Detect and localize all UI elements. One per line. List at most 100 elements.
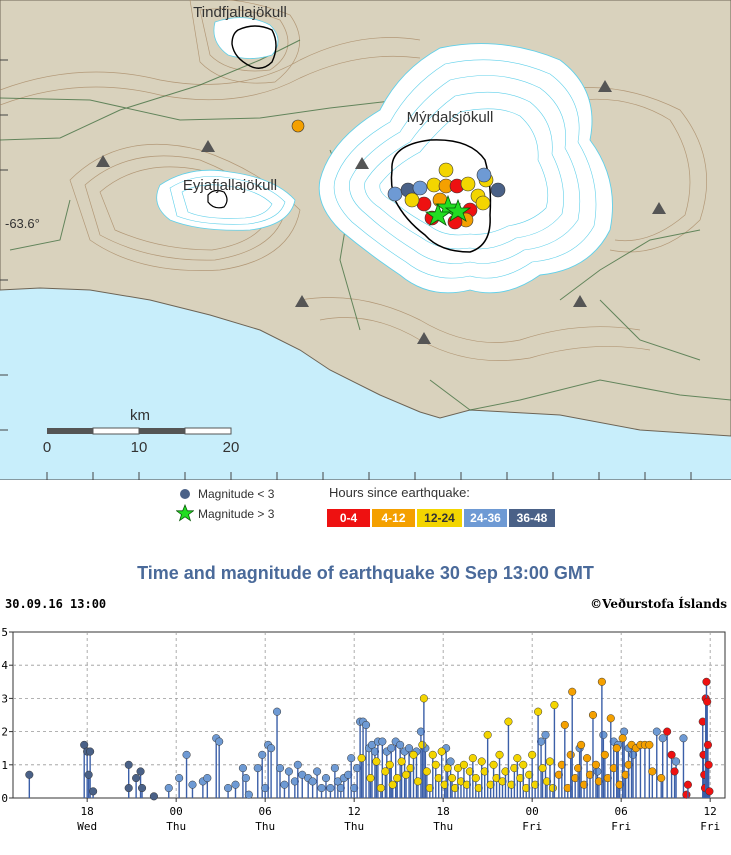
quake-point [542,777,552,786]
label-myrdalsjokull: Mýrdalsjökull [407,109,494,126]
quake-point [459,760,468,769]
earthquake-map: Tindfjallajökull Mýrdalsjökull Eyjafjall… [0,0,731,480]
quake-point [600,750,609,759]
quake-point [261,783,270,793]
x-tick-label-hour: 00 [170,805,183,818]
quake-point [224,783,233,793]
quake-point [425,783,434,793]
quake-point [468,754,477,763]
x-tick-label-hour: 12 [704,805,717,818]
quake-point [422,767,431,776]
label-tindfjallajokull: Tindfjallajökull [193,4,287,21]
quake-point [618,734,627,743]
x-tick-label-day: Thu [344,820,364,833]
quake-point [554,770,563,779]
quake-point [244,790,253,799]
quake-point [624,760,633,769]
quake-point [132,774,141,783]
quake-point [667,750,676,759]
quake-point [574,764,583,773]
caldera-eyja [207,189,228,209]
x-tick-label-day: Thu [255,820,275,833]
quake-point [609,764,618,773]
quake-point [275,764,285,773]
quake-point [361,720,371,730]
quake-point [406,764,415,773]
quake-point [370,747,379,756]
quake-point [448,774,457,783]
quake-point [440,780,449,789]
quake-point [612,744,621,753]
large-magnitude-star-icon [176,504,194,522]
quake-point [588,710,598,720]
quake-point [683,780,692,789]
quake-point [366,774,375,783]
quake-point [86,747,95,756]
copyright: ©Veðurstofa Íslands [590,597,727,611]
glacier-myrdalsjokull [318,43,613,294]
quake-point [599,730,608,739]
quake-point [450,783,460,793]
quake-point [483,730,492,739]
magnitude-time-chart: 01234518Wed00Thu06Thu12Thu18Thu00Fri06Fr… [1,626,726,833]
x-tick-label-hour: 06 [615,805,628,818]
map-frame-ticks [0,59,731,480]
eyja-contours [169,176,286,225]
quake-point [203,774,212,783]
x-tick-label-day: Fri [522,820,542,833]
quake-point [416,727,425,736]
hours-0-4: 0-4 [327,509,370,527]
quake-point [591,760,601,769]
quake-point [528,750,537,759]
y-tick-label: 4 [1,659,8,672]
quake-point [372,757,381,766]
chart-title: Time and magnitude of earthquake 30 Sep … [137,563,594,583]
station-markers [96,80,666,344]
quake-point [409,750,418,759]
quake-point [462,780,471,789]
quake-point [443,764,452,773]
y-tick-label: 3 [1,692,8,705]
glacier-tindfjallajokull [213,17,279,59]
quake-point [321,774,331,783]
scale-tick-0: 0 [43,439,51,456]
x-tick-label-hour: 18 [81,805,94,818]
quake-point [326,783,335,793]
quake-point [431,760,440,769]
quake-point [498,777,507,786]
quake-point [344,770,353,779]
quake-point [267,744,276,753]
map-legend: Magnitude < 3 Magnitude > 3 Hours since … [0,480,731,540]
quake-point [413,777,423,786]
quake-point [621,770,630,779]
quake-point [188,780,197,789]
x-tick-label-hour: 12 [348,805,361,818]
y-tick-label: 2 [1,726,8,739]
quake-point [136,767,145,776]
quake-point [679,734,688,743]
y-tick-label: 5 [1,626,8,639]
quake-point [705,787,714,796]
quake-point [474,783,483,793]
quake-point [84,770,93,779]
quake-point [606,714,615,723]
quake-point [566,750,575,759]
x-tick-label-day: Wed [77,820,97,833]
quake-point [477,757,486,766]
myrdals-contours [333,59,597,279]
quake-point [25,770,34,779]
quake-point [347,754,356,763]
timestamp: 30.09.16 13:00 [5,597,107,611]
quake-point [682,790,691,799]
quake-point [568,687,577,696]
quake-point [703,740,712,749]
quake-point [164,783,173,793]
quake-point [489,760,498,769]
quake-point [124,760,133,769]
quake-point [704,760,713,769]
quake-point [603,774,612,783]
quake-point [541,730,550,739]
quake-point [284,767,293,776]
legend-mag-small: Magnitude < 3 [198,487,275,501]
quake-point [418,740,427,749]
